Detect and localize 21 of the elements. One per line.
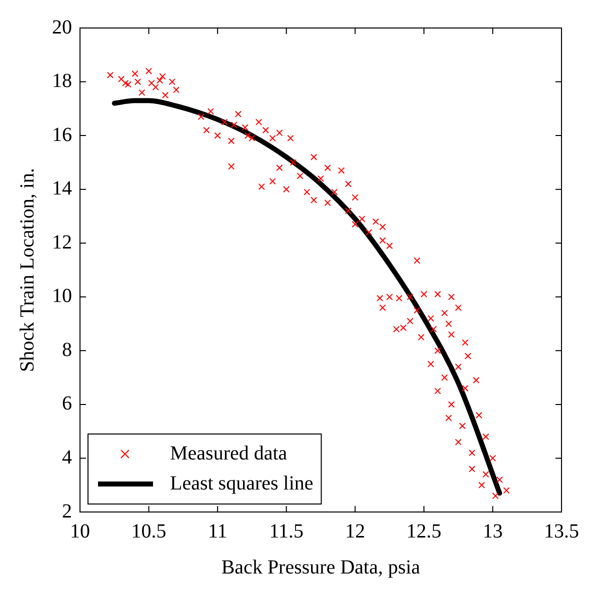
y-tick-label: 6: [62, 392, 72, 415]
legend-label: Least squares line: [170, 472, 314, 494]
x-axis-title: Back Pressure Data, psia: [221, 556, 420, 578]
x-tick-label: 12.5: [406, 520, 442, 542]
y-tick-label: 2: [62, 500, 72, 522]
y-tick-label: 16: [52, 124, 72, 146]
y-tick-label: 14: [52, 178, 72, 200]
x-tick-label: 13.5: [544, 520, 579, 542]
x-tick-label: 13: [482, 520, 503, 542]
y-tick-label: 4: [62, 446, 72, 468]
x-tick-label: 10.5: [131, 520, 166, 542]
y-tick-label: 18: [52, 70, 72, 92]
y-tick-label: 8: [62, 338, 72, 361]
x-tick-label: 11.5: [269, 520, 304, 542]
x-tick-label: 11: [208, 520, 228, 542]
y-tick-label: 10: [52, 285, 72, 308]
y-tick-label: 12: [52, 231, 72, 254]
x-tick-label: 12: [345, 520, 366, 542]
legend-label: Measured data: [170, 442, 288, 464]
y-axis-title: Shock Train Location, in.: [16, 168, 38, 372]
y-tick-label: 20: [52, 16, 72, 38]
